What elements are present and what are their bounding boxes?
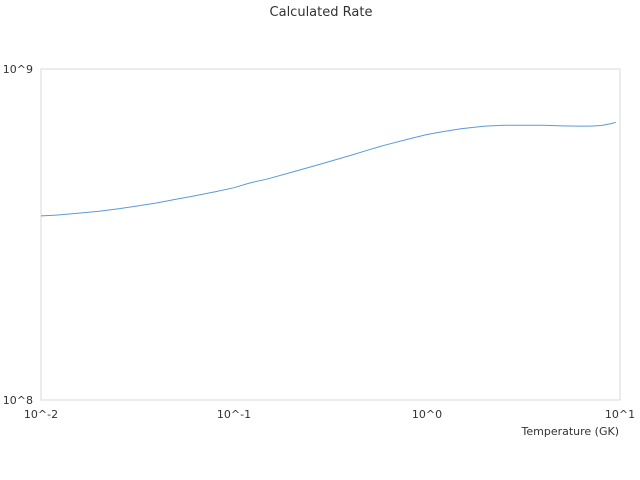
x-tick-label: 10^1 — [605, 408, 635, 421]
x-tick-label: 10^-1 — [217, 408, 251, 421]
y-axis: 10^8 10^9 — [3, 63, 33, 407]
x-tick-label: 10^-2 — [24, 408, 58, 421]
series-layer — [40, 121, 616, 217]
y-tick-label: 10^8 — [3, 394, 33, 407]
chart-title: Calculated Rate — [270, 5, 373, 20]
plot-area — [40, 68, 621, 401]
x-axis: 10^-2 10^-1 10^0 10^1 — [24, 408, 635, 421]
x-axis-label: Temperature (GK) — [521, 425, 620, 438]
x-tick-label: 10^0 — [412, 408, 442, 421]
y-tick-label: 10^9 — [3, 63, 33, 76]
series-line — [40, 121, 616, 217]
